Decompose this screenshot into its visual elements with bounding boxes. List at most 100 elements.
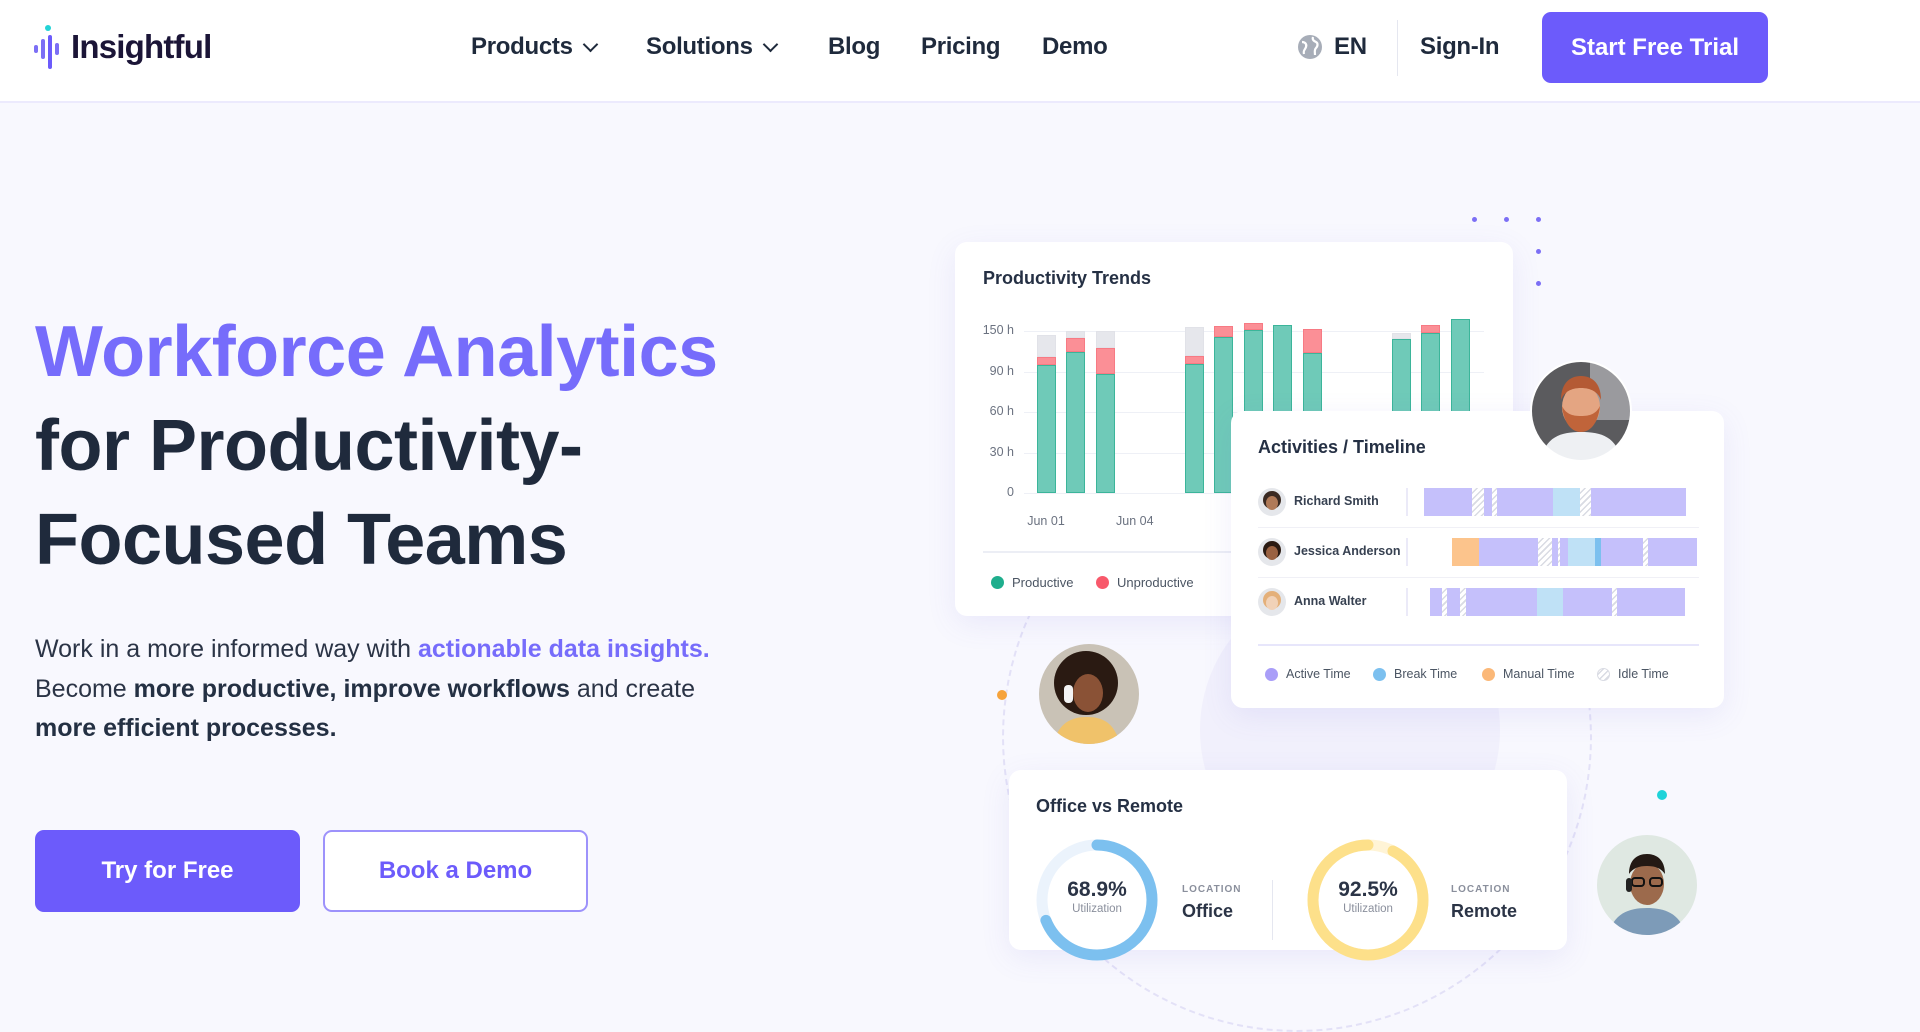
timeline-segment-active [1424,488,1472,516]
legend-manual-time: Manual Time [1482,667,1575,681]
nav-label: Pricing [921,33,1001,60]
try-for-free-button[interactable]: Try for Free [35,830,300,912]
logo[interactable]: Insightful [33,24,212,70]
legend-unproductive: Unproductive [1096,575,1194,590]
nav-label: Solutions [646,33,753,60]
timeline-segment-idle [1460,588,1467,616]
legend-label: Manual Time [1503,667,1575,681]
legend-dot [1597,667,1610,681]
bar-unproductive [1184,355,1204,364]
activities-timeline-card: Activities / Timeline Active Time Break T… [1231,411,1724,708]
bar-other [1391,333,1411,340]
decorative-dot [1504,217,1509,222]
hero-headline: Workforce Analytics for Productivity- Fo… [35,305,718,587]
timeline-segment-active [1647,538,1698,566]
legend-label: Productive [1012,575,1074,590]
chevron-down-icon [762,36,778,52]
nav-blog[interactable]: Blog [828,33,880,61]
x-tick-label: Jun 01 [1027,514,1065,528]
y-tick-label: 60 h [989,404,1014,419]
decorative-dot [1536,217,1541,222]
bar-unproductive [1066,338,1086,352]
sign-in-link[interactable]: Sign-In [1420,33,1500,61]
lead-bold: more productive, improve workflows [133,674,570,703]
legend-dot [991,576,1004,589]
location-name: Remote [1451,901,1518,921]
timeline-segment-active [1484,488,1492,516]
timeline-segment-break [1553,488,1580,516]
nav-solutions[interactable]: Solutions [646,33,778,61]
logo-text: Insightful [71,28,212,65]
y-tick-label: 30 h [989,444,1014,459]
timeline-segment-idle [1491,488,1497,516]
bar-other [1184,327,1204,356]
site-header: Insightful Products Solutions Blog Prici… [0,0,1920,103]
timeline-divider [1258,644,1699,646]
header-divider [1397,20,1398,76]
row-separator [1258,527,1699,528]
lead-text: and create [569,674,695,703]
timeline-segment-active [1447,588,1461,616]
utilization-value: 92.5% [1338,878,1398,901]
avatar-woman-headphones [1039,644,1139,744]
legend-idle-time: Idle Time [1597,667,1669,681]
lead-text: Become [35,674,134,703]
timeline-segment-idle [1643,538,1648,566]
legend-label: Active Time [1286,667,1351,681]
hero-lead: Work in a more informed way with actiona… [35,630,795,749]
bar-unproductive [1214,326,1234,337]
timeline-segment-idle [1612,588,1618,616]
headline-accent: Workforce Analytics [35,312,718,392]
legend-dot [1096,576,1109,589]
avatar [1258,588,1286,616]
timeline-segment-manual [1452,538,1479,566]
timeline-person-name: Jessica Anderson [1294,544,1401,558]
bar-unproductive [1302,328,1322,353]
avatar [1258,538,1286,566]
y-tick-label: 150 h [982,323,1014,338]
x-tick-label: Jun 04 [1116,514,1154,528]
bar-other [1095,331,1115,349]
nav-demo[interactable]: Demo [1042,33,1108,61]
bar-chart: 0 30 h 60 h 90 h 150 h Jun 01 Jun 04 [955,242,1513,542]
y-tick-label: 0 [1007,485,1014,499]
bar-other [1066,331,1086,339]
globe-icon [1298,35,1322,59]
bar-unproductive [1095,348,1115,375]
nav-label: Products [471,33,573,60]
nav-pricing[interactable]: Pricing [921,33,1001,61]
bar-productive [1095,374,1115,493]
legend-label: Unproductive [1117,575,1194,590]
sign-in-label: Sign-In [1420,33,1500,60]
row-divider [1406,588,1408,616]
headline-line: for Productivity- [35,406,583,486]
language-selector[interactable]: EN [1296,33,1367,61]
timeline-segment-idle [1538,538,1552,566]
lead-highlight: actionable data insights. [418,635,710,663]
book-demo-button[interactable]: Book a Demo [323,830,588,912]
avatar-man-headset [1597,835,1697,935]
legend-dot [1265,667,1278,681]
location-name: Office [1182,901,1234,921]
start-free-trial-button[interactable]: Start Free Trial [1542,12,1768,83]
nav-products[interactable]: Products [471,33,598,61]
avatar-support-agent [1530,360,1632,462]
lead-text: Work in a more informed way with [35,635,418,663]
logo-mark-icon [34,25,59,69]
decorative-dot [1536,249,1541,254]
card-title: Productivity Trends [983,268,1152,288]
card-title: Office vs Remote [1036,796,1184,816]
timeline-segment-idle [1471,488,1485,516]
bar-unproductive [1036,356,1056,366]
card-title: Activities / Timeline [1258,437,1426,457]
timeline-segment-active [1600,538,1644,566]
decorative-dot [1536,281,1541,286]
bar-productive [1184,363,1204,493]
decorative-dot [1472,217,1477,222]
lead-bold: more efficient processes. [35,714,337,742]
location-caption: LOCATION [1451,884,1511,895]
legend-label: Break Time [1394,667,1458,681]
legend-break-time: Break Time [1373,667,1457,681]
timeline-segment-break [1567,538,1595,566]
timeline-legend: Active Time Break Time Manual Time Idle Tim… [1231,667,1724,687]
